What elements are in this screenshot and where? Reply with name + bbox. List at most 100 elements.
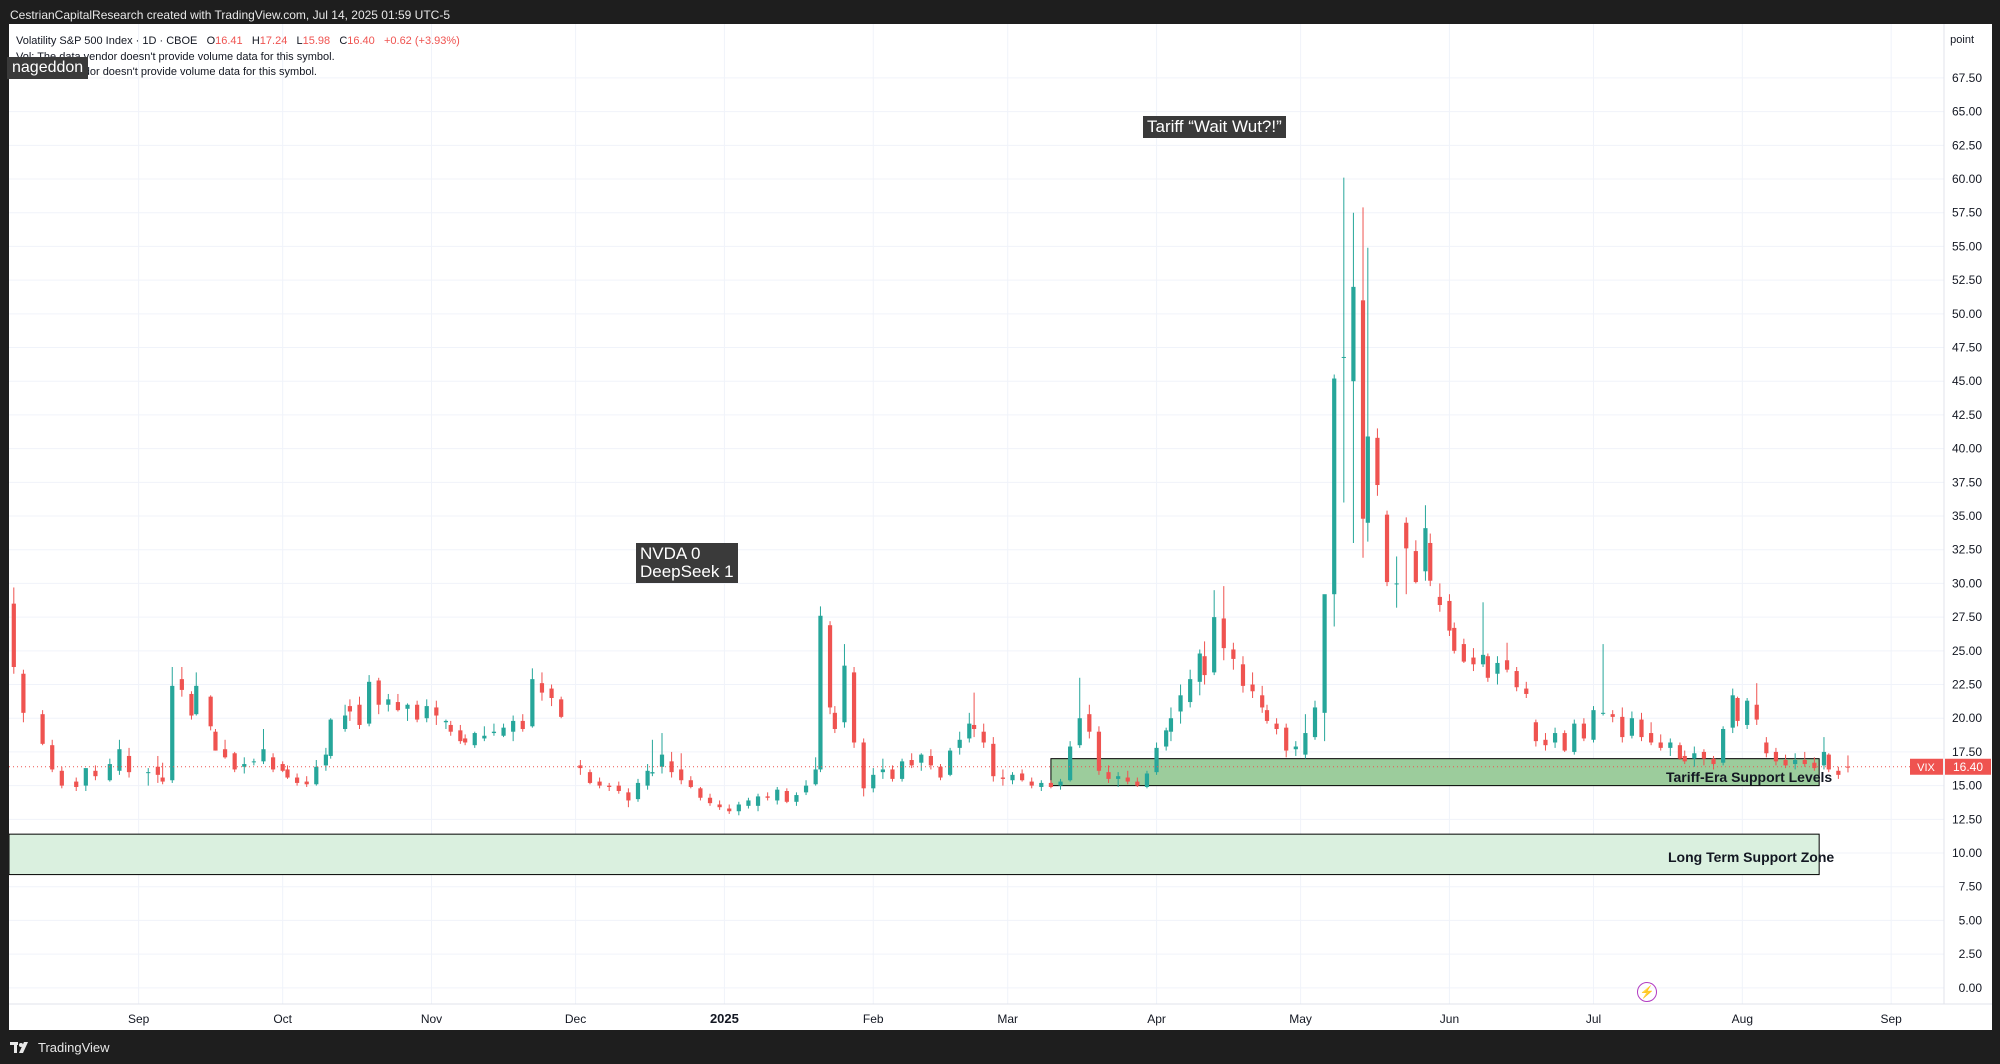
- candle-body: [443, 720, 449, 723]
- candle-body: [491, 731, 497, 734]
- candle: [1658, 734, 1663, 751]
- candle: [1437, 583, 1442, 612]
- candle-body: [1274, 723, 1279, 730]
- candle: [707, 793, 713, 806]
- candle: [146, 768, 151, 786]
- candle: [1188, 669, 1193, 708]
- candle-body: [213, 731, 218, 751]
- candle: [813, 757, 818, 786]
- chart-area[interactable]: 0.00 2.50 5.00 7.50 10.00 12.50 15.00 17.50 20.0…: [7, 24, 1992, 1030]
- candle-body: [1221, 618, 1226, 649]
- candle-body: [1188, 679, 1193, 703]
- candle-body: [607, 785, 612, 787]
- candle: [967, 712, 972, 743]
- candle: [1260, 685, 1265, 713]
- nvda-callout-line2: DeepSeek 1: [640, 562, 734, 581]
- candle-body: [1010, 774, 1015, 781]
- candle: [357, 696, 362, 730]
- candle: [222, 739, 228, 759]
- candle-body: [1793, 760, 1798, 765]
- candle-body: [1293, 746, 1298, 750]
- long-term-zone-label: Long Term Support Zone: [1668, 849, 1835, 865]
- candle: [434, 700, 439, 725]
- candle-body: [1812, 762, 1817, 769]
- candle-body: [578, 765, 583, 769]
- armageddon-callout[interactable]: nageddon: [7, 57, 89, 79]
- candle-body: [1826, 754, 1831, 770]
- candle: [83, 768, 88, 792]
- candle-body: [285, 769, 290, 778]
- candle: [1197, 649, 1202, 696]
- tariff-callout[interactable]: Tariff “Wait Wut?!”: [1143, 116, 1286, 138]
- candle: [1735, 696, 1740, 727]
- candle: [1836, 766, 1841, 779]
- candle: [1721, 726, 1726, 766]
- long-term-support-zone: [9, 833, 1820, 876]
- candle: [1701, 749, 1707, 766]
- candle: [1106, 765, 1111, 783]
- candle: [343, 704, 348, 732]
- candle-body: [626, 792, 631, 801]
- candle: [1202, 641, 1207, 685]
- candle-body: [328, 719, 333, 756]
- candle: [991, 737, 996, 782]
- candle-body: [347, 706, 353, 712]
- candle-body: [832, 712, 837, 730]
- tradingview-logo[interactable]: TradingView: [10, 1040, 110, 1055]
- nvda-deepseek-callout[interactable]: NVDA 0 DeepSeek 1: [636, 543, 738, 583]
- candle-body: [1284, 727, 1289, 751]
- x-tick-label: Feb: [863, 1012, 884, 1026]
- open-value: 16.41: [215, 35, 243, 47]
- candle: [1096, 726, 1102, 775]
- y-tick-label: 25.00: [1952, 644, 1982, 658]
- candle-body: [1135, 781, 1140, 786]
- y-tick-label: 47.50: [1952, 341, 1982, 355]
- candle: [367, 675, 372, 727]
- candlestick-chart[interactable]: 0.00 2.50 5.00 7.50 10.00 12.50 15.00 17.50 20.0…: [9, 24, 1992, 1030]
- candle-body: [1423, 528, 1428, 572]
- candle: [1745, 698, 1750, 730]
- candle: [482, 726, 487, 742]
- candle: [1212, 590, 1217, 676]
- candle-body: [1524, 688, 1529, 694]
- lightning-icon[interactable]: ⚡: [1637, 982, 1657, 1002]
- candle: [328, 718, 333, 759]
- candle-body: [50, 745, 55, 770]
- candle-body: [1629, 718, 1635, 736]
- candle: [645, 764, 650, 790]
- candle-body: [909, 760, 914, 766]
- y-tick-label: 55.00: [1952, 239, 1982, 253]
- candle-body: [727, 808, 732, 812]
- price-tag-symbol-bg: [1910, 758, 1943, 775]
- candle: [765, 792, 770, 801]
- x-tick-label: Aug: [1732, 1012, 1753, 1026]
- candle: [919, 753, 924, 771]
- candle-body: [1000, 777, 1006, 779]
- candle: [698, 786, 703, 801]
- candle-body: [1591, 710, 1596, 740]
- candle-body: [1764, 742, 1769, 754]
- candle-body: [1581, 723, 1586, 739]
- candle: [126, 747, 132, 778]
- candle-body: [208, 696, 213, 727]
- candle-body: [645, 770, 650, 786]
- candle: [947, 747, 953, 777]
- candle: [1312, 700, 1318, 740]
- candle: [285, 765, 290, 779]
- candle: [1020, 769, 1025, 782]
- candle-body: [304, 781, 309, 785]
- candle: [491, 723, 497, 736]
- candle-body: [261, 749, 266, 762]
- candle: [1754, 683, 1759, 725]
- price-tag-value-bg: [1945, 758, 1991, 775]
- candle: [784, 788, 789, 804]
- candle-body: [1039, 782, 1044, 787]
- candle: [1677, 742, 1683, 761]
- candle-body: [434, 707, 439, 716]
- candle-body: [947, 750, 953, 775]
- candle: [520, 714, 525, 732]
- y-tick-label: 17.50: [1952, 745, 1982, 759]
- candle: [472, 731, 477, 748]
- candle: [1164, 727, 1169, 751]
- candle: [1447, 594, 1452, 636]
